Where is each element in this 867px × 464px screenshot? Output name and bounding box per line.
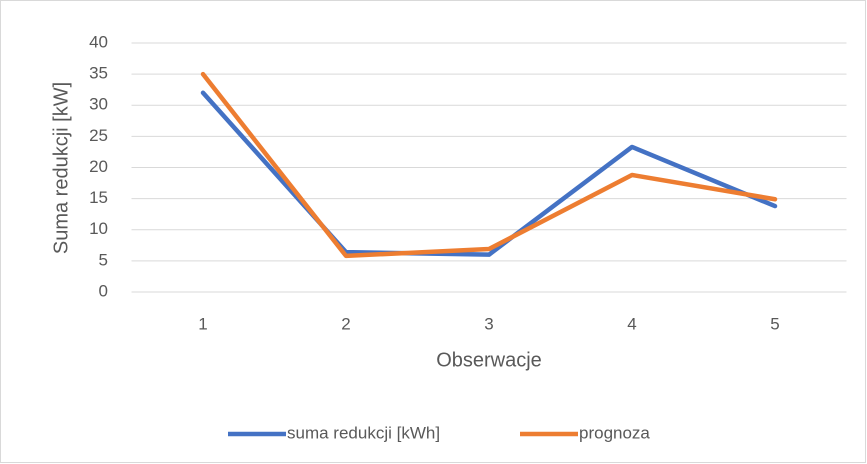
legend-label: prognoza <box>579 423 650 442</box>
y-tick-label: 20 <box>89 157 108 176</box>
y-tick-label: 10 <box>89 219 108 238</box>
x-axis-title: Obserwacje <box>436 349 542 371</box>
data-line <box>200 71 778 259</box>
legend-label: suma redukcji [kWh] <box>287 423 440 442</box>
y-tick-label: 5 <box>99 250 108 269</box>
x-tick-label: 4 <box>627 314 636 333</box>
y-tick-label: 30 <box>89 95 108 114</box>
x-tick-label: 5 <box>770 314 779 333</box>
y-tick-label: 25 <box>89 126 108 145</box>
y-tick-label: 40 <box>89 32 108 51</box>
x-tick-label: 2 <box>341 314 350 333</box>
x-tick-label: 3 <box>484 314 493 333</box>
y-axis-title: Suma redukcji [kW] <box>50 82 72 254</box>
y-tick-label: 15 <box>89 188 108 207</box>
y-tick-label: 35 <box>89 64 108 83</box>
y-tick-label: 0 <box>99 281 108 300</box>
data-line <box>200 90 778 257</box>
x-tick-label: 1 <box>198 314 207 333</box>
